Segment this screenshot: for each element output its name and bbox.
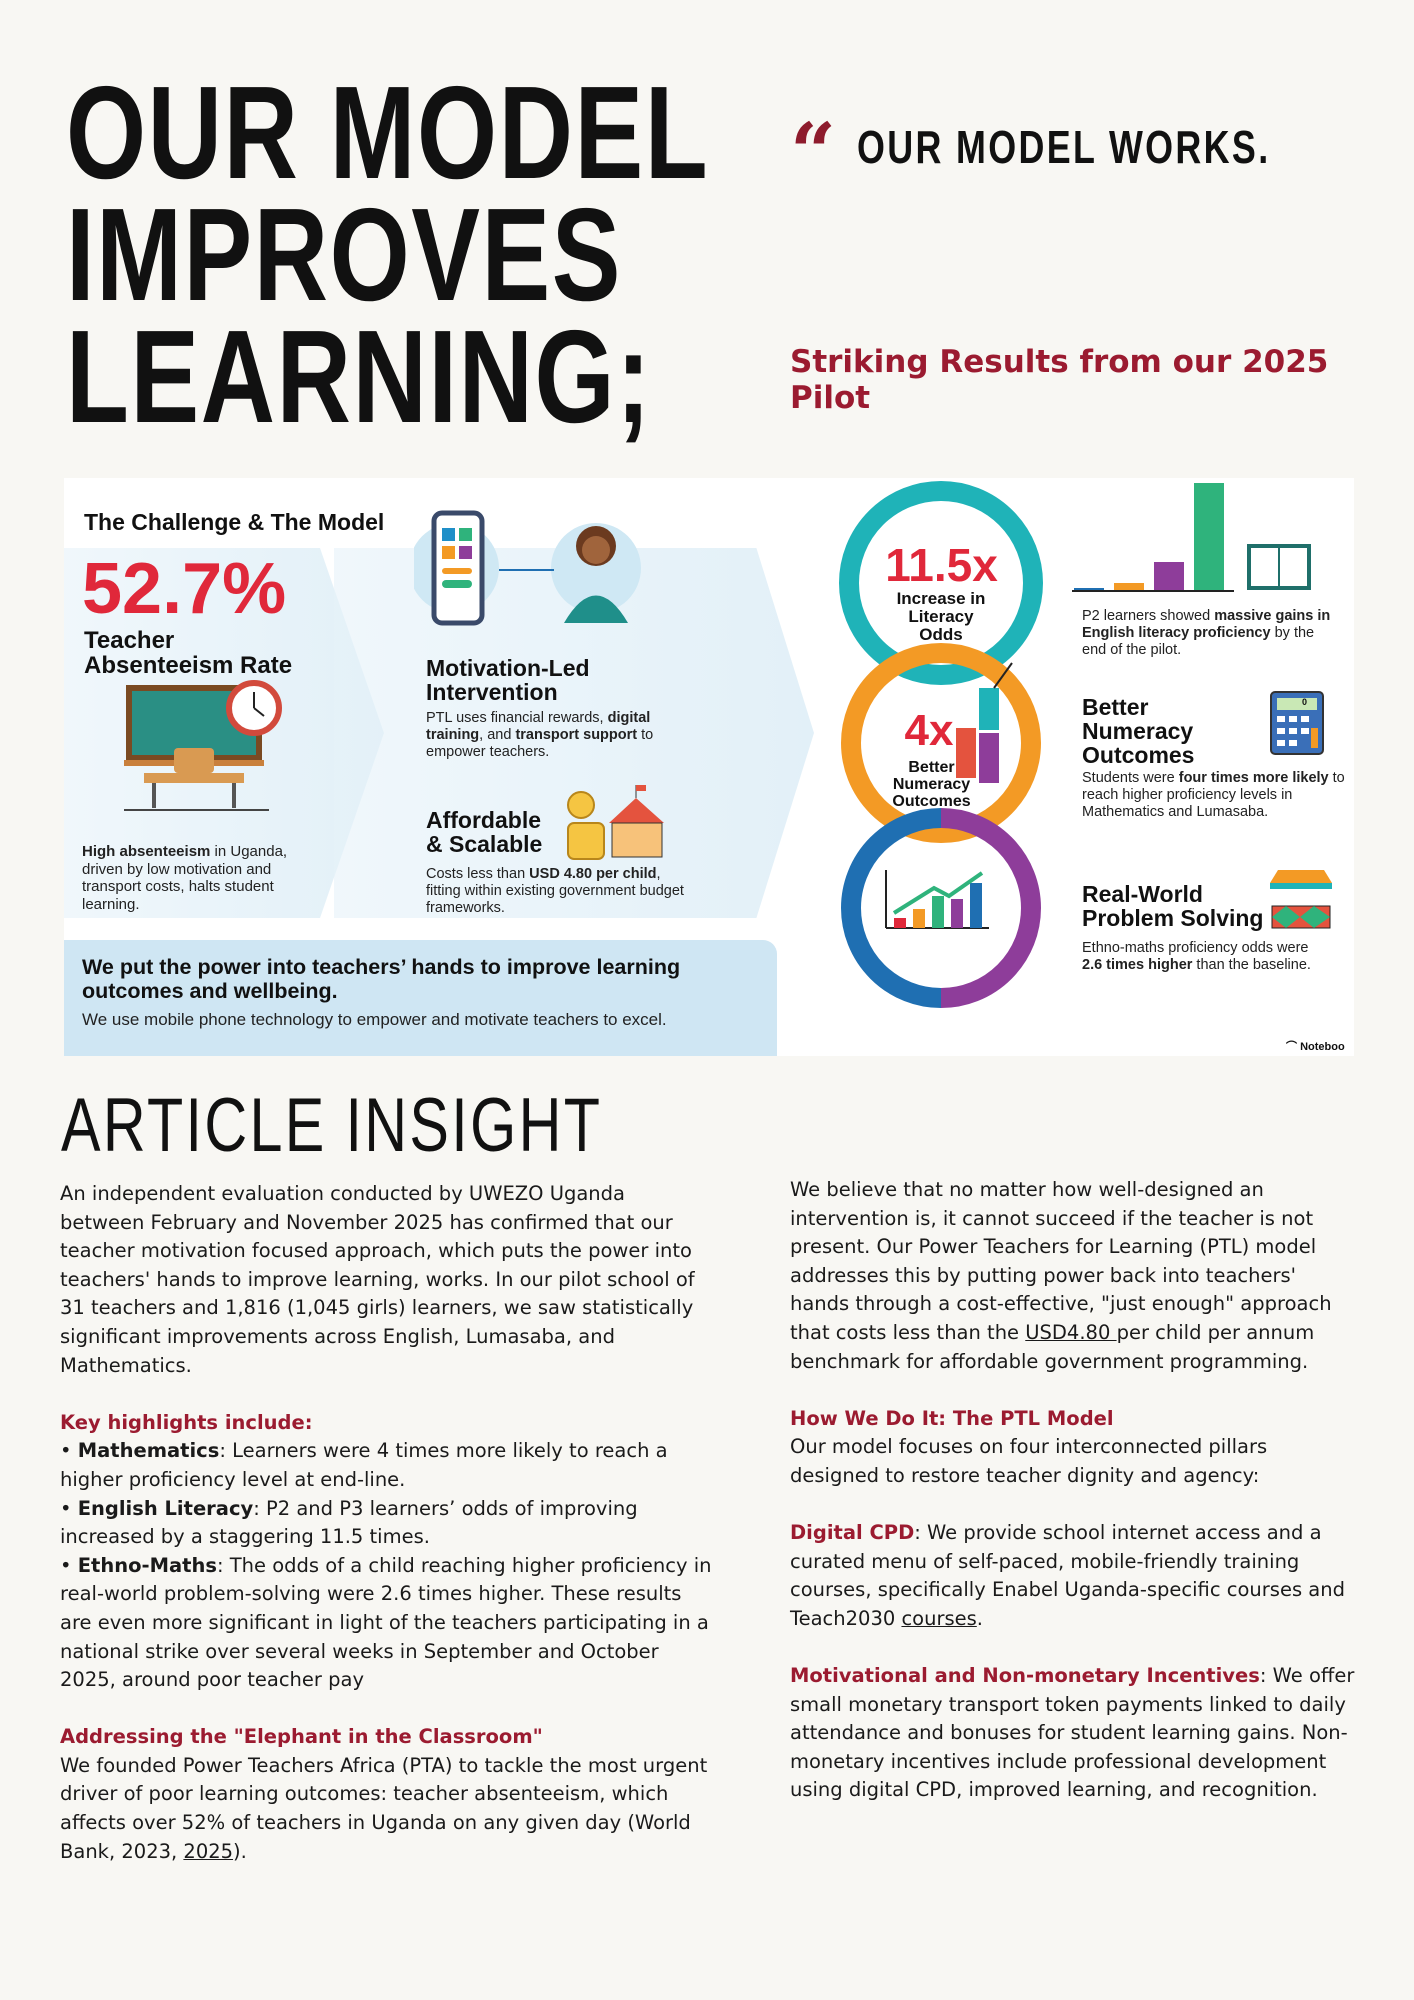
article-title: ARTICLE INSIGHT (61, 1083, 603, 1168)
article-left-column: An independent evaluation conducted by U… (60, 1180, 715, 1866)
real-world-text: Ethno-maths proficiency odds were 2.6 ti… (1082, 940, 1311, 974)
hero-title-line: IMPROVES (66, 181, 622, 328)
market-stall-icon (1270, 870, 1332, 929)
numeracy-text: Students were four times more likely to … (1082, 770, 1345, 821)
how-paragraph: Our model focuses on four interconnected… (790, 1435, 1268, 1487)
classroom-clock-icon (124, 680, 282, 811)
literacy-label: Increase in Literacy Odds (896, 589, 986, 644)
results-rings (839, 481, 1043, 1008)
literacy-stat: 11.5x (885, 539, 998, 591)
motivation-title: Motivation-Led Intervention (426, 655, 590, 706)
banner-title: We put the power into teachers’ hands to… (82, 955, 681, 1003)
incentives-paragraph: Motivational and Non-monetary Incentives… (790, 1664, 1355, 1802)
afford-title: Affordable & Scalable (426, 807, 543, 858)
elephant-heading: Addressing the "Elephant in the Classroo… (60, 1725, 543, 1749)
literacy-bar-chart-icon (1072, 483, 1311, 592)
highlights-heading: Key highlights include: (60, 1410, 313, 1434)
elephant-paragraph: We founded Power Teachers Africa (PTA) t… (60, 1753, 708, 1863)
infographic-heading: The Challenge & The Model (84, 509, 385, 535)
challenge-text: High absenteeism in Uganda, driven by lo… (82, 843, 288, 914)
intro-paragraph: An independent evaluation conducted by U… (60, 1182, 695, 1377)
calculator-icon (1270, 691, 1324, 755)
highlight-item: • Ethno-Maths: The odds of a child reach… (60, 1553, 712, 1692)
banner-subtitle: We use mobile phone technology to empowe… (82, 1010, 667, 1029)
absenteeism-stat: 52.7% (82, 549, 287, 629)
courses-link[interactable]: courses (901, 1606, 977, 1630)
literacy-text: P2 learners showed massive gains in Engl… (1082, 608, 1331, 659)
pull-quote: OUR MODEL WORKS. (857, 121, 1271, 173)
hero-title: OUR MODEL IMPROVES LEARNING; (66, 59, 710, 450)
afford-text: Costs less than USD 4.80 per child, fitt… (426, 866, 684, 917)
watermark: ⌒ Noteboo (1286, 1041, 1345, 1053)
motivation-text: PTL uses financial rewards, digital trai… (426, 710, 654, 761)
numeracy-title: Better Numeracy Outcomes (1082, 694, 1195, 769)
mission-banner: We put the power into teachers’ hands to… (64, 940, 777, 1056)
highlight-item: • Mathematics: Learners were 4 times mor… (60, 1439, 668, 1491)
phone-teacher-icon (414, 510, 641, 626)
highlight-item: • English Literacy: P2 and P3 learners’ … (60, 1496, 638, 1549)
numeracy-label: Better Numeracy Outcomes (892, 759, 971, 810)
stat-label: Teacher Absenteeism Rate (84, 627, 293, 680)
real-world-title: Real-World Problem Solving (1082, 881, 1264, 932)
coins-school-icon (567, 785, 664, 860)
calculator-display: 0 (1302, 697, 1308, 707)
quote-mark-icon: “ (790, 105, 837, 199)
cpd-paragraph: Digital CPD: We provide school internet … (790, 1521, 1345, 1630)
article-right-column: We believe that no matter how well-desig… (790, 1176, 1360, 1834)
world-bank-2025-link[interactable]: 2025 (183, 1839, 234, 1863)
blocks-icon (956, 662, 1013, 783)
belief-paragraph: We believe that no matter how well-desig… (790, 1178, 1332, 1373)
hero-title-line: LEARNING; (66, 303, 653, 450)
numeracy-stat: 4x (904, 706, 954, 755)
hero-title-line: OUR MODEL (66, 59, 710, 206)
how-heading: How We Do It: The PTL Model (790, 1406, 1114, 1430)
infographic: The Challenge & The Model 52.7% Teacher A… (64, 478, 1354, 1056)
subtitle: Striking Results from our 2025 Pilot (790, 344, 1329, 416)
usd-benchmark-link[interactable]: USD4.80 (1025, 1320, 1117, 1344)
growth-chart-icon (885, 870, 989, 929)
